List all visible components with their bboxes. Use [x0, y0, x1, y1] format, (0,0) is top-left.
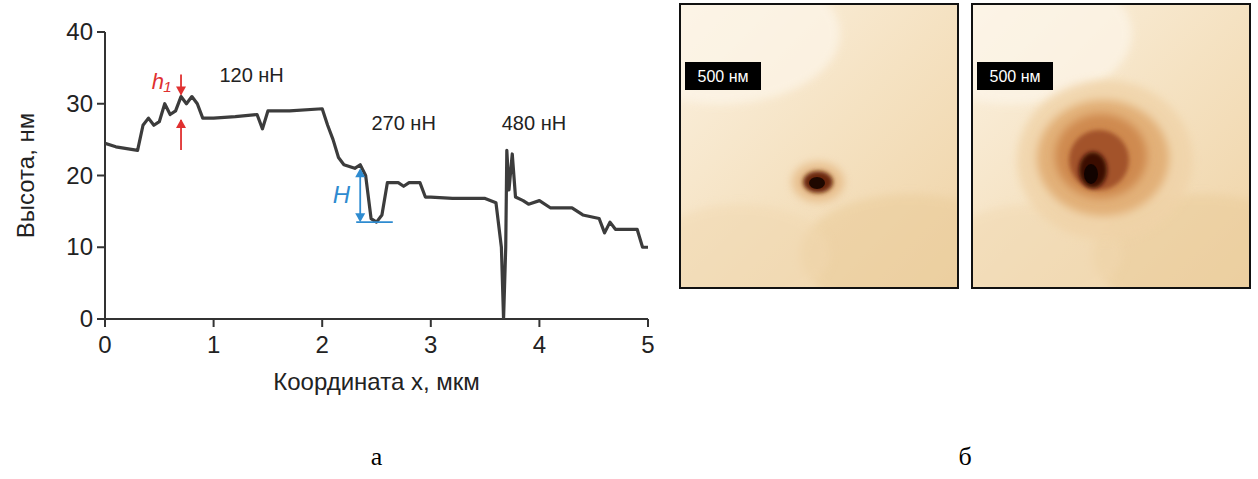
- scale-box: [685, 62, 761, 90]
- panel-label: б: [958, 442, 971, 471]
- panel-label: а: [371, 442, 383, 471]
- x-tick-label: 4: [533, 331, 546, 358]
- y-axis-title: Высота, нм: [12, 113, 39, 239]
- scale-label: 500 нм: [698, 68, 749, 85]
- indent: [1069, 130, 1129, 190]
- x-tick: [538, 319, 540, 327]
- annotations: 120 нН 270 нН 480 нН h₁ H: [152, 64, 566, 222]
- h1-arrow-top-head: [176, 87, 186, 96]
- indent-core: [1079, 152, 1107, 188]
- y-tick: [97, 31, 105, 33]
- H-arrow: [359, 170, 361, 220]
- force-label: 120 нН: [219, 64, 283, 86]
- y-tick: [97, 246, 105, 248]
- x-tick: [430, 319, 432, 327]
- y-tick-label: 20: [66, 162, 93, 189]
- x-tick-label: 0: [98, 331, 111, 358]
- y-tick-label: 30: [66, 90, 93, 117]
- x-axis-title: Координата x, мкм: [273, 368, 480, 395]
- H-arrow-head-top: [355, 168, 365, 177]
- H-arrow-head-bottom: [355, 213, 365, 222]
- force-label: 480 нН: [502, 112, 566, 134]
- pileup: [1037, 100, 1169, 216]
- indent-core: [809, 177, 825, 189]
- H-baseline: [356, 221, 393, 223]
- indent: [803, 171, 833, 193]
- force-label: 270 нН: [371, 112, 435, 134]
- x-tick: [213, 319, 215, 327]
- y-tick-label: 40: [66, 18, 93, 45]
- terrace: [680, 204, 830, 288]
- y-tick: [97, 175, 105, 177]
- h1-arrow-bottom-head: [176, 119, 186, 128]
- indent-halo: [792, 162, 844, 202]
- x-axis: [105, 318, 648, 320]
- x-tick-label: 3: [424, 331, 437, 358]
- x-tick-label: 5: [641, 331, 654, 358]
- scale-label: 500 нм: [990, 68, 1041, 85]
- afm-image: [680, 4, 958, 288]
- afm-image: [972, 4, 1250, 288]
- profile-line: [105, 97, 648, 319]
- scale-box: [977, 62, 1053, 90]
- x-tick-label: 1: [207, 331, 220, 358]
- x-tick: [647, 319, 649, 327]
- h1-label: h₁: [152, 69, 171, 94]
- indent-core-dark: [1084, 164, 1098, 184]
- x-tick: [104, 319, 106, 327]
- image-frame: [972, 4, 1250, 288]
- pileup-inner: [1055, 114, 1147, 198]
- y-tick-label: 10: [66, 233, 93, 260]
- y-tick: [97, 103, 105, 105]
- terrace: [680, 4, 840, 104]
- y-tick: [97, 318, 105, 320]
- plot-area: [105, 97, 648, 319]
- figure: 0 10 20 30 40 0 1 2 3 4 5 Координата x, мкм Высота, …: [0, 0, 1258, 479]
- y-tick-label: 0: [80, 305, 93, 332]
- x-tick: [321, 319, 323, 327]
- image-frame: [680, 4, 958, 288]
- H-label: H: [333, 181, 351, 208]
- x-tick-label: 2: [316, 331, 329, 358]
- pileup-outer: [1017, 80, 1193, 240]
